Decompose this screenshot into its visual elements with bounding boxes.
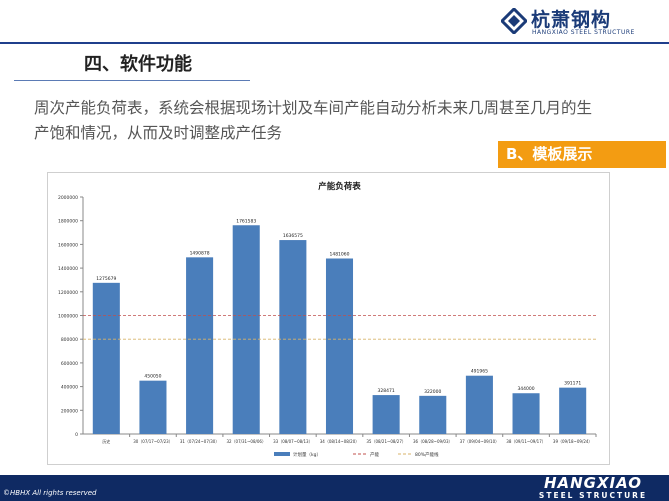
y-tick-label: 2000000 (58, 195, 78, 201)
section-title: 四、软件功能 (84, 54, 192, 75)
x-tick-label: 39（09/18~09/24） (553, 439, 593, 444)
bar-data-label: 328471 (378, 388, 395, 394)
title-underline (14, 80, 250, 81)
y-tick-label: 1600000 (58, 242, 78, 248)
y-tick-label: 600000 (61, 361, 78, 367)
y-tick-label: 800000 (61, 337, 78, 343)
bar (512, 393, 540, 434)
bar-data-label: 1275679 (96, 276, 116, 282)
bar-data-label: 1636575 (283, 233, 303, 239)
copyright-text: ©HBHX All rights reserved (3, 489, 97, 497)
y-tick-label: 1200000 (58, 290, 78, 296)
x-tick-label: 35（08/21~08/27） (366, 439, 406, 444)
x-tick-label: 34（08/14~08/20） (320, 439, 360, 444)
x-tick-label: 33（08/07~08/13） (273, 439, 313, 444)
bar-data-label: 1761583 (236, 218, 256, 224)
logo-mark-icon (501, 8, 527, 34)
logo-chinese-name: 杭萧钢构 (531, 9, 612, 31)
legend-label: 80%产能线 (415, 451, 439, 458)
legend-label: 产能 (370, 451, 379, 458)
y-tick-label: 1000000 (58, 314, 78, 320)
intro-text: 周次产能负荷表，系统会根据现场计划及车间产能自动分析未来几周甚至几月的生产饱和情… (34, 99, 593, 142)
company-logo: 杭萧钢构 HANGXIAO STEEL STRUCTURE (501, 4, 661, 40)
footer-brand: HANGXIAO STEEL STRUCTURE (523, 474, 663, 501)
footer-brand-line2: STEEL STRUCTURE (538, 491, 648, 500)
bar-data-label: 391171 (564, 381, 581, 387)
footer-bar (0, 475, 669, 501)
x-tick-label: 37（09/04~09/10） (460, 439, 500, 444)
bar (232, 225, 260, 434)
bar-data-label: 322000 (424, 389, 441, 395)
bar (92, 282, 120, 434)
x-tick-label: 历史 (102, 438, 110, 444)
x-tick-label: 30（07/17~07/23） (133, 439, 173, 444)
bar-data-label: 1481060 (329, 251, 349, 257)
x-tick-label: 38（09/11~09/17） (506, 439, 546, 444)
x-tick-label: 31（07/24~07/30） (180, 439, 220, 444)
y-tick-label: 1800000 (58, 219, 78, 225)
y-tick-label: 200000 (61, 408, 78, 414)
bar (139, 380, 167, 434)
bar (325, 258, 354, 434)
logo-english-name: HANGXIAO STEEL STRUCTURE (532, 29, 635, 36)
chart-title: 产能负荷表 (318, 181, 361, 192)
y-tick-label: 400000 (61, 385, 78, 391)
bar-data-label: 450050 (144, 374, 161, 380)
bar (465, 375, 493, 434)
bar (186, 257, 214, 434)
y-tick-label: 1400000 (58, 266, 78, 272)
footer-brand-line1: HANGXIAO (543, 474, 643, 492)
section-tag: B、模板展示 (498, 141, 666, 168)
bar-data-label: 344000 (517, 386, 534, 392)
capacity-load-chart: 产能负荷表 0 200000 400000 600000 800000 1000000 120… (58, 181, 597, 458)
bar (419, 395, 447, 434)
x-tick-label: 32（07/31~08/06） (226, 439, 266, 444)
bar (559, 387, 587, 434)
chart-frame: 产能负荷表 0 200000 400000 600000 800000 1000000 120… (47, 172, 610, 465)
legend-label: 计划量（kg） (293, 451, 321, 458)
legend-swatch-bar (274, 452, 290, 456)
bar-data-label: 1490878 (190, 250, 210, 256)
bar (279, 240, 307, 434)
y-tick-label: 0 (75, 432, 78, 438)
bar (372, 395, 400, 434)
bar-data-label: 491965 (471, 369, 488, 375)
x-tick-label: 36（08/28~09/03） (413, 439, 453, 444)
header-divider (0, 42, 669, 44)
